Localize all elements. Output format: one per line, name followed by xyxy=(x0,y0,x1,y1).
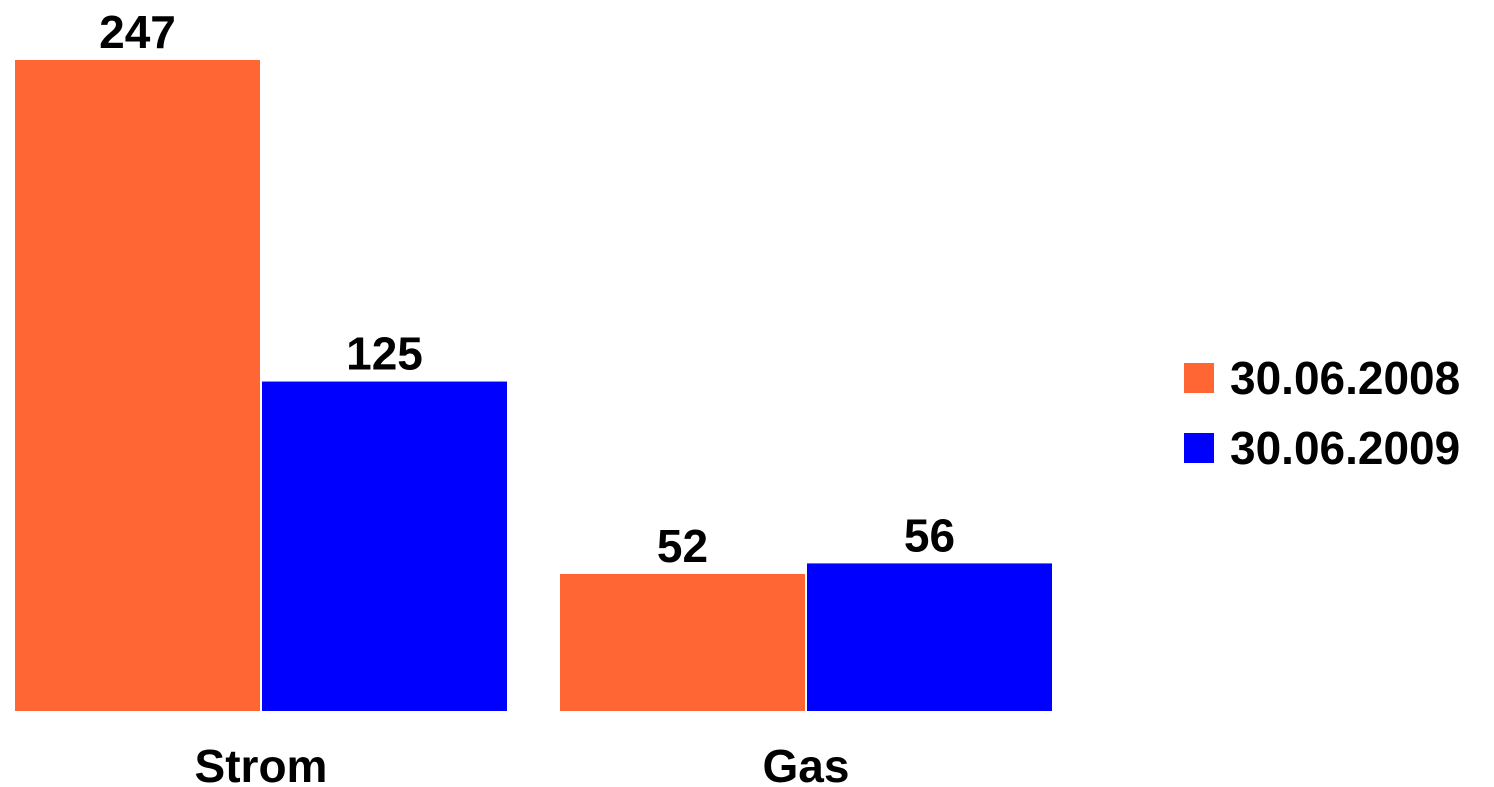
data-label-strom-series-2: 125 xyxy=(346,328,423,380)
legend-label-series-1: 30.06.2008 xyxy=(1230,352,1460,404)
data-label-gas-series-1: 52 xyxy=(657,520,708,572)
bar-gas-series-2 xyxy=(807,563,1052,711)
data-label-gas-series-2: 56 xyxy=(904,509,955,561)
data-label-strom-series-1: 247 xyxy=(99,6,176,58)
data-labels-group: 247 125 52 56 xyxy=(99,6,955,572)
legend-swatch-series-1 xyxy=(1184,363,1214,393)
category-labels-group: Strom Gas xyxy=(195,740,850,787)
bar-strom-series-2 xyxy=(262,381,507,711)
category-label-gas: Gas xyxy=(763,740,850,787)
bar-strom-series-1 xyxy=(15,60,260,711)
category-label-strom: Strom xyxy=(195,740,328,787)
legend-label-series-2: 30.06.2009 xyxy=(1230,422,1460,474)
bars-group xyxy=(15,60,1052,711)
legend-swatch-series-2 xyxy=(1184,433,1214,463)
legend: 30.06.2008 30.06.2009 xyxy=(1184,352,1460,474)
bar-gas-series-1 xyxy=(560,573,805,711)
